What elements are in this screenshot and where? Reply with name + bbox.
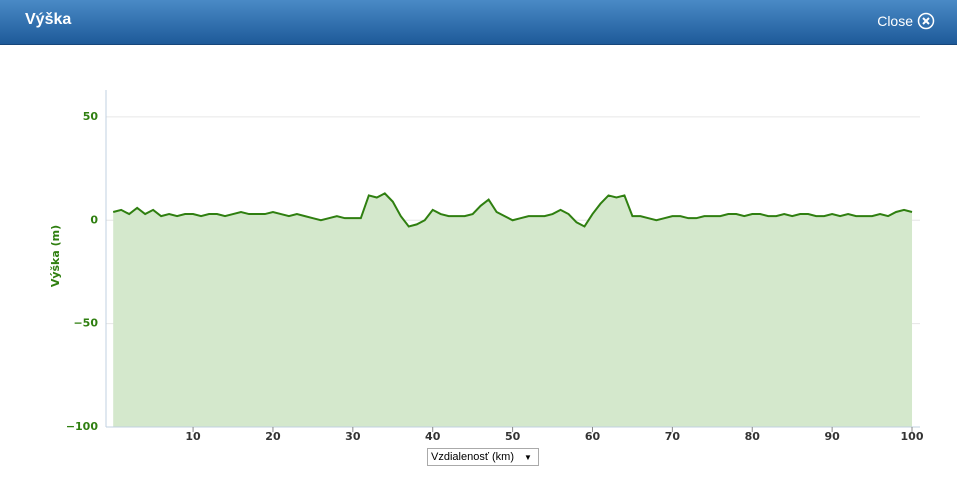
x-tick-label: 70: [665, 430, 681, 443]
x-axis-label: Vzdialenosť (km): [431, 451, 514, 463]
x-tick-label: 30: [345, 430, 361, 443]
close-icon: [917, 12, 935, 30]
x-tick-label: 60: [585, 430, 601, 443]
y-tick-label: 50: [83, 110, 99, 123]
x-axis-dropdown[interactable]: Vzdialenosť (km) ▼: [427, 448, 539, 466]
line: [112, 192, 913, 228]
x-tick-label: 20: [265, 430, 281, 443]
y-tick-label: 0: [90, 213, 98, 226]
close-label: Close: [877, 13, 913, 29]
area: [113, 193, 913, 427]
x-tick-label: 40: [425, 430, 441, 443]
y-tick-label: −50: [73, 317, 98, 330]
header: Výška Close: [0, 0, 957, 45]
chart: Výška (m) −100 −50 0 50 10 20 30 40 50 60 70 80 90 10…: [49, 90, 924, 443]
x-tick-label: 100: [901, 430, 924, 443]
x-tick-label: 90: [824, 430, 840, 443]
x-tick-label: 50: [505, 430, 521, 443]
y-tick-label: −100: [66, 420, 99, 433]
title: Výška: [25, 11, 72, 28]
x-tick-label: 80: [745, 430, 761, 443]
x-tick-label: 10: [185, 430, 201, 443]
y-axis-label: Výška (m): [49, 225, 62, 287]
close-button[interactable]: Close: [877, 12, 935, 30]
dropdown-arrow: ▼: [523, 452, 532, 462]
